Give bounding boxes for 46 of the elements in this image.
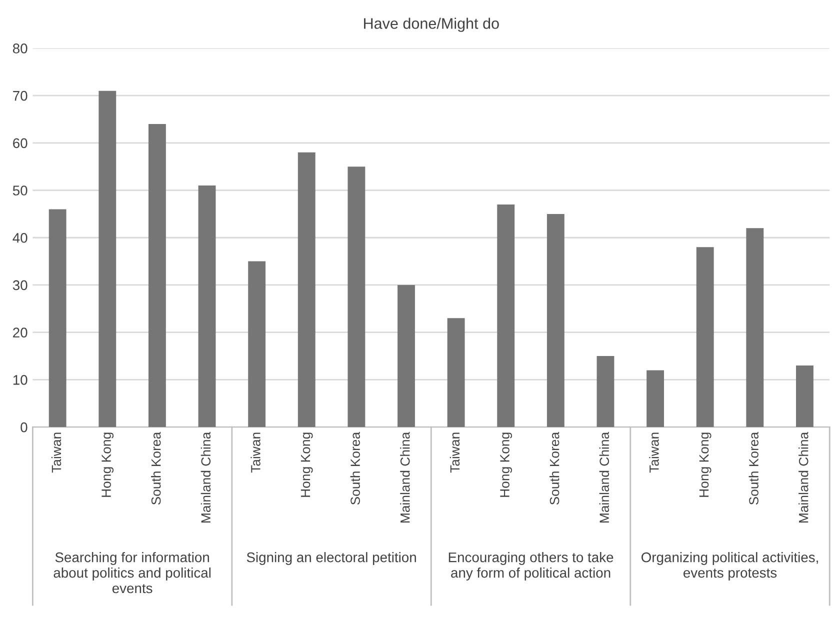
x-tick-label: Taiwan xyxy=(450,432,460,473)
bar xyxy=(148,124,166,428)
bar xyxy=(746,228,764,428)
x-tick-label: South Korea xyxy=(151,432,161,505)
bar xyxy=(447,318,465,428)
bar xyxy=(48,209,66,428)
x-tick-label: Hong Kong xyxy=(699,432,712,497)
bar xyxy=(248,261,266,428)
text: Signing an electoral petition xyxy=(246,552,416,565)
x-tick-label: Hong Kong xyxy=(300,432,313,497)
bar xyxy=(398,284,415,428)
bar xyxy=(596,356,614,428)
y-tick-label: 70 xyxy=(13,90,28,101)
y-tick-label: 20 xyxy=(13,328,28,338)
y-tick-label: 40 xyxy=(12,232,28,243)
x-tick-label: Mainland China xyxy=(599,432,610,522)
y-tick-label: 0 xyxy=(20,422,28,432)
y-tick-label: 10 xyxy=(13,375,28,385)
x-tick-label: South Korea xyxy=(350,432,360,505)
y-tick-label: 50 xyxy=(12,186,28,196)
x-tick-label: South Korea xyxy=(550,432,560,505)
x-tick-label: Mainland China xyxy=(400,432,410,522)
x-tick-label: Hong Kong xyxy=(500,432,512,497)
bar xyxy=(546,214,564,428)
y-tick-label: 80 xyxy=(12,44,28,54)
bar xyxy=(696,247,714,428)
bar xyxy=(298,152,316,428)
chart-title: Have done/Might do xyxy=(364,18,499,32)
x-tick-label: Mainland China xyxy=(200,432,211,522)
bar xyxy=(646,370,664,428)
y-tick-label: 60 xyxy=(13,138,28,148)
bar xyxy=(98,90,116,428)
bar xyxy=(198,186,216,428)
x-tick-label: Hong Kong xyxy=(102,432,114,497)
x-tick-label: Taiwan xyxy=(649,432,659,473)
bar xyxy=(497,204,515,428)
text: Encouraging others to take any form of political action xyxy=(448,552,614,580)
text: Organizing political activities, events protests xyxy=(642,552,818,580)
x-tick-label: South Korea xyxy=(748,432,758,505)
text: Searching for information about politics and political events xyxy=(54,552,211,594)
y-tick-label: 30 xyxy=(12,280,28,290)
bar xyxy=(348,166,366,428)
x-tick-label: Mainland China xyxy=(798,432,808,522)
x-tick-label: Taiwan xyxy=(250,432,260,473)
x-tick-label: Taiwan xyxy=(51,432,62,473)
bar xyxy=(796,365,814,428)
